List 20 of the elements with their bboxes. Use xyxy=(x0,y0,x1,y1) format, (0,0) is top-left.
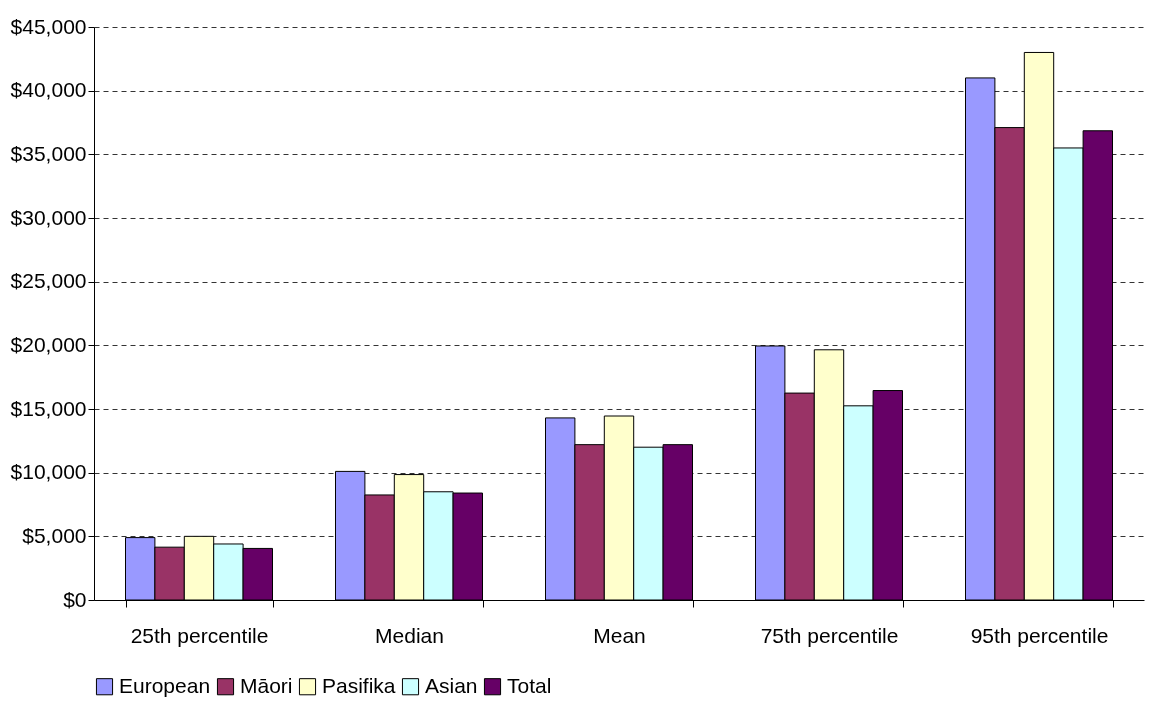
x-tick-label: Median xyxy=(375,623,444,647)
y-tick-label: $20,000 xyxy=(10,332,87,356)
y-tick-label: $10,000 xyxy=(10,460,87,484)
y-tick-label: $5,000 xyxy=(22,523,87,547)
x-tick-label: 95th percentile xyxy=(970,623,1109,647)
y-tick-label: $40,000 xyxy=(10,78,87,102)
x-tick-label: Mean xyxy=(593,623,646,647)
legend-label: European xyxy=(119,673,211,697)
legend-label: Total xyxy=(507,673,552,697)
y-tick-label: $45,000 xyxy=(10,14,87,38)
y-tick-label: $25,000 xyxy=(10,269,87,293)
x-tick-label: 75th percentile xyxy=(760,623,899,647)
legend-label: Pasifika xyxy=(322,673,396,697)
y-tick-label: $15,000 xyxy=(10,396,87,420)
legend-label: Māori xyxy=(240,673,293,697)
legend-label: Asian xyxy=(425,673,478,697)
y-tick-label: $35,000 xyxy=(10,141,87,165)
x-tick-label: 25th percentile xyxy=(130,623,269,647)
y-tick-label: $30,000 xyxy=(10,205,87,229)
y-tick-label: $0 xyxy=(63,587,87,611)
